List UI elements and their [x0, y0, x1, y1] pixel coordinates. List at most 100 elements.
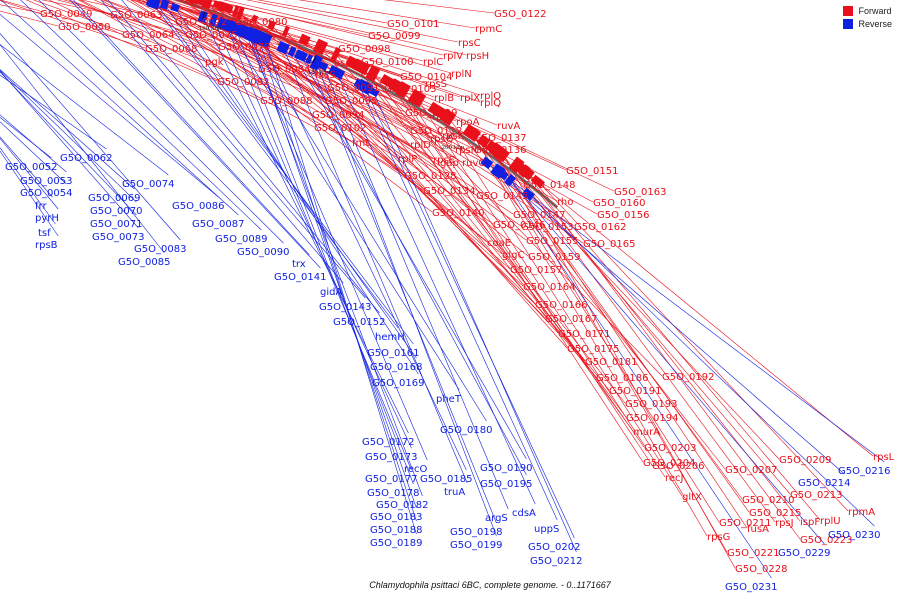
forward-label: recJ [665, 473, 684, 484]
reverse-label: G5O_0212 [530, 556, 582, 567]
forward-label: G5O_0228 [735, 564, 787, 575]
reverse-gene [305, 54, 314, 65]
forward-gene [476, 134, 491, 148]
forward-label: rpoA [456, 117, 480, 128]
reverse-label: gidA [320, 287, 342, 298]
forward-label: G5O_0104 [400, 72, 452, 83]
forward-leader [298, 0, 476, 29]
forward-label: fmt [352, 138, 369, 149]
forward-label: G5O_0140 [432, 208, 484, 219]
reverse-leader [265, 40, 417, 535]
forward-label: G5O_0136 [474, 145, 526, 156]
forward-label: G5O_0207 [725, 465, 777, 476]
reverse-leader [528, 193, 875, 527]
reverse-leader [258, 37, 417, 522]
forward-gene [231, 4, 240, 18]
forward-label: G5O_0163 [614, 187, 666, 198]
reverse-leader [245, 32, 487, 422]
reverse-label: G5O_0230 [828, 530, 880, 541]
forward-label: rpsG [707, 532, 730, 543]
reverse-label: G5O_0141 [274, 272, 326, 283]
forward-leader [526, 172, 821, 521]
forward-label: glgC [502, 250, 524, 261]
forward-label: G5O_0147 [513, 210, 565, 221]
reverse-leader [225, 24, 412, 471]
forward-label: rpmA [848, 507, 875, 518]
forward-label: G5O_0101 [387, 19, 439, 30]
forward-label: G5O_0166 [535, 300, 587, 311]
forward-label: G5O_0109 [405, 108, 457, 119]
forward-leader [471, 133, 708, 537]
forward-label: G5O_0165 [583, 239, 635, 250]
forward-leader [25, 0, 218, 82]
reverse-label: pheT [436, 394, 462, 405]
reverse-leader [0, 136, 53, 198]
forward-label: ispF [800, 517, 820, 528]
forward-label: G5O_0068 [145, 44, 197, 55]
reverse-label: rpsB [35, 240, 58, 251]
forward-label: rplQ [480, 98, 501, 109]
forward-label: G5O_0160 [593, 198, 645, 209]
forward-leader [67, 0, 259, 69]
reverse-leader [336, 72, 536, 505]
reverse-leader [0, 74, 107, 150]
forward-label: G5O_0209 [779, 455, 831, 466]
forward-label: rho [557, 197, 573, 208]
reverse-leader [0, 117, 52, 159]
forward-leader [168, 0, 477, 196]
forward-leader [189, 0, 452, 74]
reverse-label: cdsA [512, 508, 536, 519]
forward-label: G5O_0153 [521, 222, 573, 233]
reverse-leader [364, 86, 575, 539]
reverse-leader [100, 0, 344, 284]
reverse-leader [0, 114, 67, 173]
reverse-leader [502, 174, 885, 463]
forward-gene [467, 128, 478, 138]
gene-features [145, 0, 545, 201]
reverse-leader [300, 55, 527, 476]
reverse-leader [0, 69, 137, 203]
forward-label: rpsL [873, 452, 895, 463]
forward-label: G5O_0223 [800, 535, 852, 546]
forward-leader [219, 5, 575, 227]
forward-label: G5O_0156 [597, 210, 649, 221]
forward-label: G5O_0072 [175, 17, 227, 28]
forward-label: G5O_0171 [558, 329, 610, 340]
reverse-leader [247, 32, 423, 497]
forward-label: fusA [747, 524, 769, 535]
forward-label: G5O_0134 [423, 186, 475, 197]
legend-forward-label: Forward [858, 6, 892, 16]
forward-leader [271, 25, 559, 334]
forward-label: G5O_0151 [566, 166, 618, 177]
forward-label: G5O_0194 [626, 413, 678, 424]
reverse-label: G5O_0062 [60, 153, 112, 164]
reverse-leader [244, 31, 428, 461]
forward-leader [0, 4, 41, 14]
forward-gene [217, 0, 227, 12]
forward-leader [154, 0, 339, 49]
forward-leader [32, 0, 206, 62]
forward-label: hisS [315, 70, 336, 81]
forward-leader [360, 66, 663, 377]
forward-label: G5O_0221 [727, 548, 779, 559]
forward-label: rpsK [442, 131, 465, 142]
forward-leader [184, 0, 481, 96]
reverse-label: G5O_0054 [20, 188, 72, 199]
reverse-label: G5O_0229 [778, 548, 830, 559]
reverse-label: G5O_0087 [192, 219, 244, 230]
forward-label: rpsQ [430, 134, 454, 145]
forward-label: G5O_0137 [474, 133, 526, 144]
reverse-gene [328, 65, 346, 80]
forward-label: G5O_0094 [312, 110, 364, 121]
reverse-leader [0, 0, 239, 216]
scale-tick-mark [202, 11, 206, 19]
reverse-label: G5O_0216 [838, 466, 890, 477]
forward-leader [402, 89, 653, 466]
forward-leader [491, 146, 728, 553]
forward-gene [312, 38, 329, 56]
reverse-gene [276, 40, 290, 55]
forward-gene [298, 33, 311, 46]
reverse-leader [0, 70, 139, 229]
forward-label: G5O_0211 [719, 518, 771, 529]
